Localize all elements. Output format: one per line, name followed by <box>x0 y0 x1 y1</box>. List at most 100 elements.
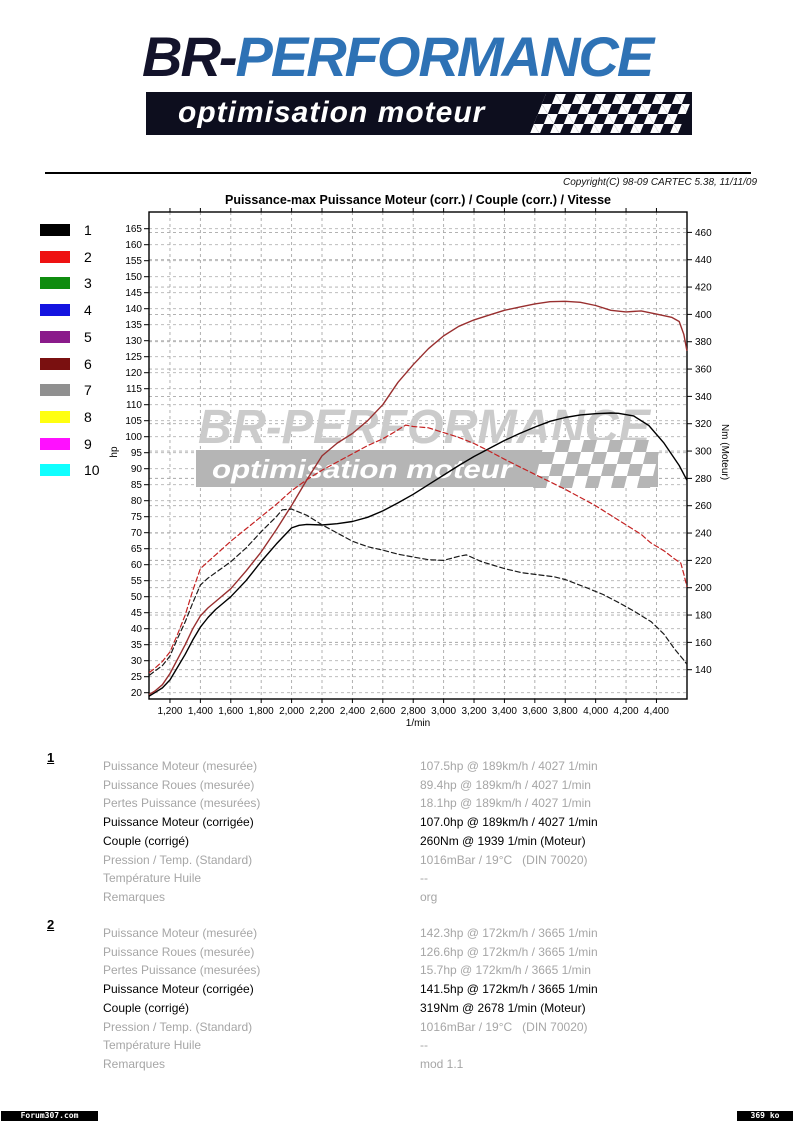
y-left-tick-label: 110 <box>126 400 142 411</box>
y-right-tick-label: 360 <box>695 365 712 376</box>
watermark-checker-square <box>633 440 649 452</box>
row-value: 107.5hp @ 189km/h / 4027 1/min <box>420 759 598 773</box>
legend-run-number: 3 <box>84 275 92 292</box>
legend-swatch <box>40 464 70 477</box>
watermark-checker-square <box>604 452 621 464</box>
curve-puissance-moteur-run-2-mod-1-1- <box>148 300 688 695</box>
watermark-checker-square <box>594 440 610 452</box>
legend-item-run-8: 8 <box>40 409 130 425</box>
section-number: 1 <box>47 750 55 765</box>
row-label: Pertes Puissance (mesurées) <box>103 796 261 811</box>
x-tick-label: 4,200 <box>614 706 639 717</box>
watermark-checker-square <box>552 452 569 464</box>
table-row: Puissance Roues (mesurée) 89.4hp @ 189km/… <box>0 778 760 797</box>
legend-run-number: 4 <box>84 302 92 319</box>
y-right-tick-label: 380 <box>695 337 712 348</box>
row-label: Couple (corrigé) <box>103 833 190 848</box>
logo-tagline: optimisation moteur <box>178 96 486 129</box>
row-value: 142.3hp @ 172km/h / 3665 1/min <box>420 926 598 940</box>
watermark-checker-square <box>611 476 628 488</box>
legend-item-run-10: 10 <box>40 462 130 478</box>
legend-run-number: 1 <box>84 222 92 238</box>
chart-frame: 1,200 1,400 1,600 1,800 2,000 2,200 2,400 2,600… <box>125 208 712 717</box>
x-tick-label: 1,600 <box>218 706 243 717</box>
row-label: Puissance Roues (mesurée) <box>103 944 255 959</box>
y-right-tick-label: 260 <box>695 501 712 512</box>
legend-swatch <box>40 250 70 263</box>
watermark-checker-square <box>568 440 584 452</box>
y-left-tick-label: 30 <box>131 656 143 667</box>
legend-item-run-5: 5 <box>40 329 130 345</box>
watermark-checker-square <box>630 452 647 464</box>
y-left-tick-label: 60 <box>131 560 143 571</box>
checkered-flag-icon <box>530 94 694 133</box>
section-number: 2 <box>47 917 55 932</box>
y-right-tick-label: 400 <box>695 310 712 321</box>
legend-item-run-9: 9 <box>40 436 130 452</box>
row-label: Puissance Moteur (corrigée) <box>103 982 254 997</box>
row-value: 1016mBar / 19°C (DIN 70020) <box>420 852 588 867</box>
row-label: Température Huile <box>103 871 202 886</box>
watermark-checkered-flag-icon <box>533 440 662 488</box>
legend-swatch <box>40 357 70 370</box>
x-tick-label: 1,200 <box>157 706 182 717</box>
table-row: Couple (corrigé) 260Nm @ 1939 1/min (Mote… <box>0 834 760 853</box>
row-value: 260Nm @ 1939 1/min (Moteur) <box>420 833 586 848</box>
table-row: Pression / Temp. (Standard) 1016mBar / 19… <box>0 853 760 872</box>
footer-size-badge: 369 ko <box>737 1111 793 1121</box>
row-label: Température Huile <box>103 1038 202 1053</box>
watermark-band <box>196 450 658 487</box>
table-row: Puissance Moteur (corrigée) 141.5hp @ 172… <box>0 982 760 1001</box>
y-right-tick-label: 180 <box>695 611 712 622</box>
row-value: 141.5hp @ 172km/h / 3665 1/min <box>420 982 598 997</box>
y-axis-right-title: Nm (Moteur) <box>719 424 730 480</box>
row-label: Pression / Temp. (Standard) <box>103 1019 253 1034</box>
y-left-tick-label: 90 <box>131 464 143 475</box>
watermark-checker-square <box>614 464 631 476</box>
y-left-tick-label: 25 <box>131 672 143 683</box>
y-right-tick-label: 200 <box>695 583 712 594</box>
y-left-tick-label: 50 <box>131 592 143 603</box>
y-right-tick-label: 300 <box>695 447 712 458</box>
y-left-tick-label: 95 <box>131 448 143 459</box>
table-row: Température Huile -- <box>0 1038 760 1057</box>
row-label: Couple (corrigé) <box>103 1000 190 1015</box>
x-tick-label: 2,800 <box>401 706 426 717</box>
watermark-checker-square <box>607 440 623 452</box>
legend-swatch <box>40 224 70 236</box>
table-row: Couple (corrigé) 319Nm @ 2678 1/min (Mote… <box>0 1001 760 1020</box>
row-label: Remarques <box>103 1056 166 1071</box>
y-left-tick-label: 160 <box>125 240 142 251</box>
watermark-checker-square <box>536 464 553 476</box>
x-tick-label: 2,200 <box>309 706 334 717</box>
watermark-checker-square <box>643 452 660 464</box>
watermark-checker-square <box>617 452 634 464</box>
y-left-tick-label: 40 <box>131 624 143 635</box>
watermark-checker-square <box>581 440 597 452</box>
watermark-checker-square <box>640 464 657 476</box>
row-value: 1016mBar / 19°C (DIN 70020) <box>420 1019 588 1034</box>
y-right-tick-label: 440 <box>695 255 712 266</box>
watermark-checker-square <box>542 440 558 452</box>
row-label: Puissance Roues (mesurée) <box>103 777 255 792</box>
x-tick-label: 3,000 <box>431 706 456 717</box>
y-right-tick-label: 460 <box>695 228 712 239</box>
row-label: Puissance Moteur (mesurée) <box>103 926 258 940</box>
y-left-tick-label: 70 <box>131 528 143 539</box>
watermark-checker-square <box>585 476 602 488</box>
watermark-checker-square <box>646 440 662 452</box>
table-row: Pertes Puissance (mesurées) 18.1hp @ 189k… <box>0 796 760 815</box>
watermark-checker-square <box>562 464 579 476</box>
y-left-tick-label: 80 <box>131 496 143 507</box>
chart-watermark: BR-PERFORMANCE optimisation moteur <box>196 401 662 488</box>
y-right-tick-label: 160 <box>695 638 712 649</box>
x-tick-label: 3,800 <box>553 706 578 717</box>
legend-swatch <box>40 384 70 397</box>
watermark-checker-square <box>575 464 592 476</box>
legend-swatch <box>40 330 70 343</box>
y-right-tick-label: 220 <box>695 556 712 567</box>
watermark-checker-square <box>555 440 571 452</box>
table-row: Température Huile -- <box>0 871 760 890</box>
table-row: Puissance Moteur (mesurée) 142.3hp @ 172k… <box>0 926 760 945</box>
legend-item-run-6: 6 <box>40 356 130 372</box>
